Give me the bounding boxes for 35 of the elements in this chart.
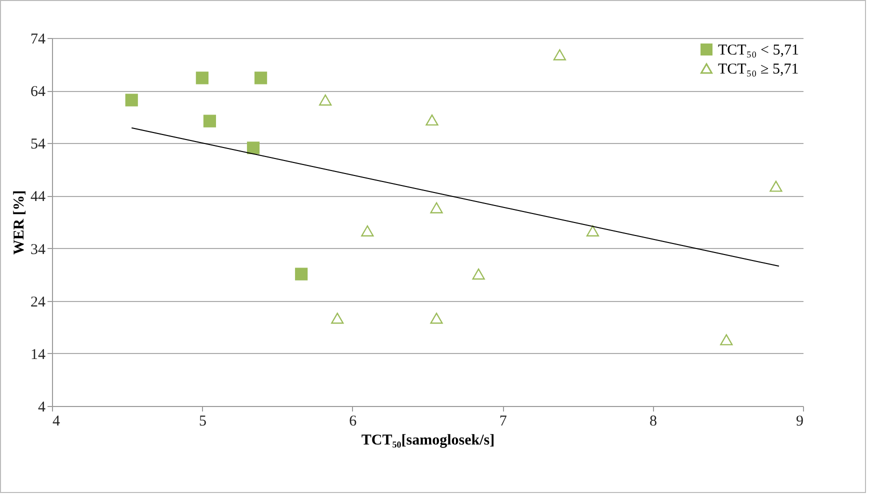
point [586, 225, 600, 236]
y-axis-title: WER [%] [12, 190, 28, 255]
point [430, 312, 443, 324]
x-tick-label: 9 [796, 414, 804, 430]
y-tick-label: 14 [30, 346, 46, 363]
x-tick-label: 5 [198, 414, 206, 430]
point [553, 49, 566, 60]
legend-label: TCT₅₀ < 5,71 [718, 42, 799, 58]
point [125, 94, 138, 106]
point [720, 334, 733, 346]
y-tick-label: 4 [38, 400, 46, 416]
y-tick-label: 64 [30, 84, 46, 100]
point [246, 142, 260, 154]
point [319, 94, 332, 106]
point [203, 114, 216, 128]
y-tick-label: 34 [30, 242, 46, 258]
y-tick-label: 54 [30, 136, 46, 153]
point [361, 225, 374, 236]
point [295, 268, 308, 280]
y-tick-label: 44 [30, 189, 46, 206]
y-tick-label: 24 [30, 294, 46, 310]
point [770, 180, 782, 192]
point [430, 202, 443, 214]
x-tick-label: 4 [52, 414, 60, 430]
point [331, 312, 344, 324]
legend-label: TCT₅₀ ≥ 5,71 [718, 62, 799, 78]
x-tick-label: 8 [650, 414, 658, 430]
y-tick-label: 74 [30, 32, 46, 48]
x-tick-label: 6 [349, 414, 358, 430]
point [426, 114, 438, 126]
point [196, 72, 208, 84]
x-tick-label: 7 [499, 414, 508, 430]
point [472, 268, 485, 280]
x-axis-title: TCT₅₀[samoglosek/s] [361, 432, 495, 448]
point [254, 72, 268, 84]
